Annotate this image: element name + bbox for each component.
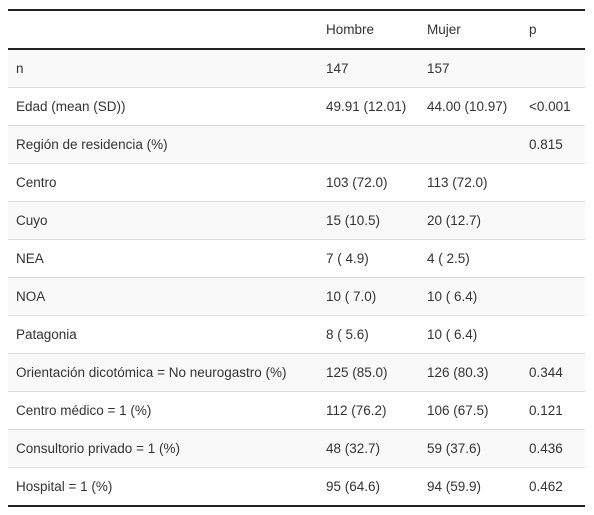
- cell-variable: NEA: [8, 239, 318, 278]
- cell-variable: Región de residencia (%): [8, 125, 318, 164]
- cell-p: 0.462: [521, 467, 585, 507]
- table-row: NOA 10 ( 7.0) 10 ( 6.4): [8, 277, 585, 316]
- cell-variable: NOA: [8, 277, 318, 316]
- cell-p: [521, 49, 585, 88]
- table-body: n 147 157 Edad (mean (SD)) 49.91 (12.01)…: [8, 49, 585, 507]
- cell-variable: Centro médico = 1 (%): [8, 391, 318, 430]
- cell-p: [521, 239, 585, 278]
- cell-hombre: 103 (72.0): [318, 163, 419, 202]
- table-row: n 147 157: [8, 49, 585, 88]
- cell-mujer: 20 (12.7): [419, 201, 521, 240]
- table-row: Centro médico = 1 (%) 112 (76.2) 106 (67…: [8, 391, 585, 430]
- header-cell-p: p: [529, 22, 537, 37]
- cell-hombre: 95 (64.6): [318, 467, 419, 507]
- cell-mujer: 59 (37.6): [419, 429, 521, 468]
- cell-hombre: 125 (85.0): [318, 353, 419, 392]
- cell-mujer: 10 ( 6.4): [419, 315, 521, 354]
- table-row: NEA 7 ( 4.9) 4 ( 2.5): [8, 239, 585, 278]
- table-row: Región de residencia (%) 0.815: [8, 125, 585, 164]
- cell-mujer: 94 (59.9): [419, 467, 521, 507]
- cell-p: 0.121: [521, 391, 585, 430]
- cell-p: 0.344: [521, 353, 585, 392]
- cell-mujer: 113 (72.0): [419, 163, 521, 202]
- cell-p: <0.001: [521, 87, 585, 126]
- cell-hombre: 112 (76.2): [318, 391, 419, 430]
- table-header: Hombre Mujer p: [8, 10, 585, 49]
- table-row: Hospital = 1 (%) 95 (64.6) 94 (59.9) 0.4…: [8, 467, 585, 507]
- cell-p: [521, 315, 585, 354]
- table-row: Edad (mean (SD)) 49.91 (12.01) 44.00 (10…: [8, 87, 585, 126]
- cell-variable: Orientación dicotómica = No neurogastro …: [8, 353, 318, 392]
- header-cell-mujer: Mujer: [427, 22, 461, 37]
- cell-variable: Edad (mean (SD)): [8, 87, 318, 126]
- cell-p: 0.436: [521, 429, 585, 468]
- cell-mujer: 126 (80.3): [419, 353, 521, 392]
- table-row: Cuyo 15 (10.5) 20 (12.7): [8, 201, 585, 240]
- cell-mujer: [419, 125, 521, 164]
- summary-table-container: Hombre Mujer p n 147 157 Edad (mean (SD)…: [8, 9, 585, 507]
- cell-hombre: 49.91 (12.01): [318, 87, 419, 126]
- table-row: Consultorio privado = 1 (%) 48 (32.7) 59…: [8, 429, 585, 468]
- cell-hombre: 15 (10.5): [318, 201, 419, 240]
- cell-hombre: 48 (32.7): [318, 429, 419, 468]
- cell-p: 0.815: [521, 125, 585, 164]
- cell-mujer: 157: [419, 49, 521, 88]
- cell-mujer: 4 ( 2.5): [419, 239, 521, 278]
- cell-variable: Hospital = 1 (%): [8, 467, 318, 507]
- cell-hombre: [318, 125, 419, 164]
- cell-p: [521, 201, 585, 240]
- cell-hombre: 8 ( 5.6): [318, 315, 419, 354]
- summary-table: Hombre Mujer p n 147 157 Edad (mean (SD)…: [8, 9, 585, 507]
- table-row: Patagonia 8 ( 5.6) 10 ( 6.4): [8, 315, 585, 354]
- cell-variable: Cuyo: [8, 201, 318, 240]
- header-cell-variable: [8, 10, 318, 49]
- cell-p: [521, 163, 585, 202]
- header-row: Hombre Mujer p: [8, 10, 585, 49]
- cell-hombre: 10 ( 7.0): [318, 277, 419, 316]
- cell-mujer: 10 ( 6.4): [419, 277, 521, 316]
- cell-variable: Patagonia: [8, 315, 318, 354]
- cell-hombre: 7 ( 4.9): [318, 239, 419, 278]
- table-row: Orientación dicotómica = No neurogastro …: [8, 353, 585, 392]
- table-row: Centro 103 (72.0) 113 (72.0): [8, 163, 585, 202]
- cell-hombre: 147: [318, 49, 419, 88]
- cell-p: [521, 277, 585, 316]
- cell-variable: n: [8, 49, 318, 88]
- cell-mujer: 44.00 (10.97): [419, 87, 521, 126]
- header-cell-hombre: Hombre: [326, 22, 375, 37]
- cell-mujer: 106 (67.5): [419, 391, 521, 430]
- cell-variable: Centro: [8, 163, 318, 202]
- cell-variable: Consultorio privado = 1 (%): [8, 429, 318, 468]
